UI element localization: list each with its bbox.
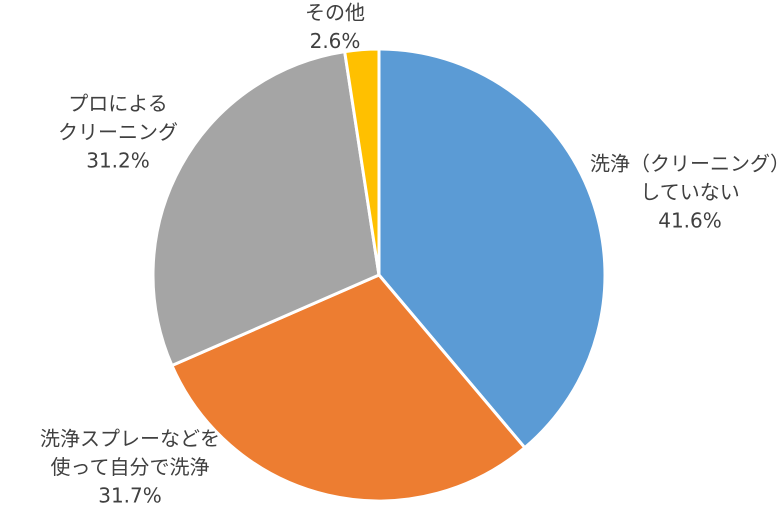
slice-label: クリーニング <box>58 120 178 144</box>
value-label: 2.6% <box>310 29 361 53</box>
pie-slice <box>169 273 527 503</box>
slice-label: 洗浄スプレーなどを <box>40 427 220 451</box>
value-label: 31.7% <box>98 484 162 508</box>
slice-label: 洗浄（クリーニング） <box>590 152 782 176</box>
slice-label: していない <box>640 180 739 204</box>
pie-slice <box>342 47 381 276</box>
slice-label: その他 <box>305 1 365 25</box>
slice-label: 使って自分で洗浄 <box>51 455 210 479</box>
slice-label: プロによる <box>68 92 167 116</box>
value-label: 31.2% <box>86 149 150 173</box>
pie-slice <box>151 49 381 368</box>
pie-slice <box>377 47 607 450</box>
value-label: 41.6% <box>658 209 722 233</box>
